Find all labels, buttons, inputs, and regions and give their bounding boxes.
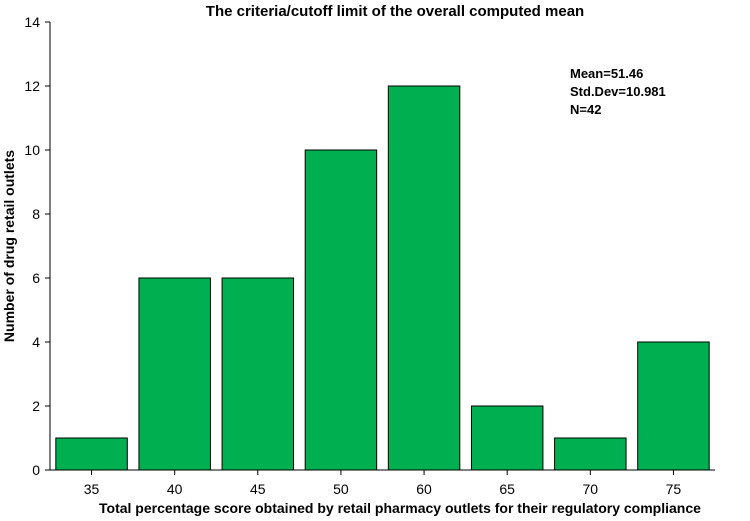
y-tick-label: 4	[32, 334, 40, 350]
stats-annotation: Mean=51.46 Std.Dev=10.981 N=42	[570, 66, 666, 117]
stats-line: Mean=51.46	[570, 66, 643, 81]
x-tick-label: 75	[666, 481, 682, 497]
y-tick-label: 12	[24, 78, 40, 94]
y-tick-label: 8	[32, 206, 40, 222]
x-tick-label: 40	[167, 481, 183, 497]
x-tick-label: 50	[333, 481, 349, 497]
chart-title: The criteria/cutoff limit of the overall…	[206, 3, 584, 20]
bar-40	[138, 277, 211, 471]
y-tick-label: 10	[24, 142, 40, 158]
x-tick-label: 65	[499, 481, 515, 497]
bar-65	[470, 405, 544, 471]
x-tick-label: 60	[416, 481, 432, 497]
bar-50	[304, 149, 378, 471]
x-axis-label: Total percentage score obtained by retai…	[99, 500, 701, 516]
bar-45	[221, 277, 295, 471]
x-tick-label: 45	[250, 481, 266, 497]
bar-75	[637, 341, 710, 471]
y-tick-label: 14	[24, 14, 40, 30]
bar-70	[554, 437, 627, 471]
stats-line: Std.Dev=10.981	[570, 84, 666, 99]
y-tick-label: 6	[32, 270, 40, 286]
x-tick-label: 35	[84, 481, 100, 497]
y-axis-label: Number of drug retail outlets	[1, 150, 17, 342]
x-axis: 35 40 45 50 60 65 70 75	[50, 469, 715, 497]
y-tick-label: 2	[32, 398, 40, 414]
bar-60	[387, 85, 461, 471]
bars-group	[55, 85, 710, 471]
y-axis: 0 2 4 6 8 10 12 14	[24, 14, 51, 478]
bar-35	[55, 437, 128, 471]
stats-line: N=42	[570, 102, 601, 117]
x-tick-label: 70	[583, 481, 599, 497]
y-tick-label: 0	[32, 462, 40, 478]
